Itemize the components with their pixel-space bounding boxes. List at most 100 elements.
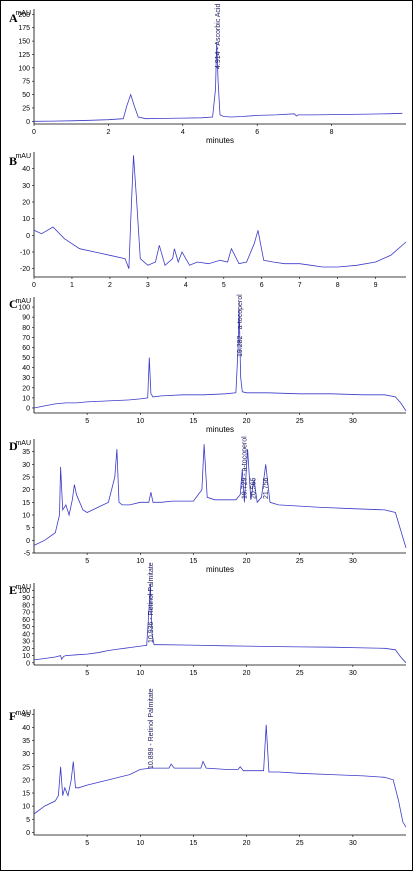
y-tick-label: 20 bbox=[22, 487, 30, 494]
x-tick-label: 25 bbox=[296, 418, 304, 425]
y-tick-label: 10 bbox=[22, 513, 30, 520]
peak-label: 19.729 - a-tocoperol bbox=[242, 436, 249, 499]
x-tick-label: 15 bbox=[190, 670, 198, 677]
y-tick-label: 80 bbox=[22, 325, 30, 332]
peak-label: 10.936 - Retinol Palmitate bbox=[148, 562, 155, 643]
panel-letter: A bbox=[9, 11, 18, 25]
x-tick-label: 15 bbox=[190, 840, 198, 847]
x-tick-label: 6 bbox=[260, 282, 264, 289]
y-tick-label: 40 bbox=[22, 365, 30, 372]
x-tick-label: 10 bbox=[136, 670, 144, 677]
y-tick-label: 90 bbox=[22, 315, 30, 322]
y-tick-label: 20 bbox=[22, 646, 30, 653]
x-tick-label: 5 bbox=[85, 670, 89, 677]
y-tick-label: 70 bbox=[22, 610, 30, 617]
y-axis-label: mAU bbox=[15, 584, 31, 591]
series-line bbox=[33, 724, 407, 828]
y-tick-label: 5 bbox=[26, 525, 30, 532]
y-tick-label: 35 bbox=[22, 449, 30, 456]
y-tick-label: 15 bbox=[22, 500, 30, 507]
series-line bbox=[33, 309, 407, 412]
peak-label: 4.914 - Ascorbic Acid bbox=[215, 4, 222, 69]
y-tick-label: 30 bbox=[22, 462, 30, 469]
x-tick-label: 10 bbox=[136, 558, 144, 565]
x-tick-label: 5 bbox=[85, 558, 89, 565]
y-tick-label: 5 bbox=[26, 817, 30, 824]
y-axis-label: mAU bbox=[15, 710, 31, 717]
y-tick-label: 50 bbox=[22, 92, 30, 99]
peak-label: 20.565 bbox=[251, 477, 258, 499]
y-tick-label: 0 bbox=[26, 830, 30, 837]
panel-letter: F bbox=[9, 709, 16, 723]
y-tick-label: 90 bbox=[22, 595, 30, 602]
y-tick-label: 100 bbox=[18, 305, 30, 312]
x-tick-label: 4 bbox=[184, 282, 188, 289]
x-tick-label: 0 bbox=[32, 282, 36, 289]
x-tick-label: 30 bbox=[349, 558, 357, 565]
x-axis-label: minutes bbox=[206, 565, 234, 574]
y-tick-label: 60 bbox=[22, 617, 30, 624]
x-tick-label: 25 bbox=[296, 840, 304, 847]
peak-label: 10.898 - Retinol Palmitate bbox=[148, 688, 155, 769]
y-tick-label: 25 bbox=[22, 105, 30, 112]
x-tick-label: 20 bbox=[243, 670, 251, 677]
y-tick-label: 0 bbox=[26, 405, 30, 412]
y-tick-label: 40 bbox=[22, 166, 30, 173]
y-tick-label: 10 bbox=[22, 653, 30, 660]
y-tick-label: 175 bbox=[18, 25, 30, 32]
y-tick-label: 10 bbox=[22, 395, 30, 402]
y-tick-label: 30 bbox=[22, 751, 30, 758]
y-tick-label: 200 bbox=[18, 12, 30, 19]
y-tick-label: -20 bbox=[20, 266, 30, 273]
y-tick-label: 40 bbox=[22, 631, 30, 638]
x-tick-label: 9 bbox=[374, 282, 378, 289]
y-tick-label: 75 bbox=[22, 79, 30, 86]
x-tick-label: 30 bbox=[349, 418, 357, 425]
series-line bbox=[33, 42, 403, 122]
panel-letter: E bbox=[9, 583, 17, 597]
x-tick-label: 1 bbox=[70, 282, 74, 289]
y-tick-label: 20 bbox=[22, 777, 30, 784]
series-line bbox=[33, 444, 407, 549]
y-tick-label: 10 bbox=[22, 216, 30, 223]
x-axis-label: minutes bbox=[206, 136, 234, 145]
y-tick-label: 40 bbox=[22, 725, 30, 732]
x-axis-label: minutes bbox=[206, 425, 234, 434]
peak-label: 21.756 bbox=[263, 477, 270, 499]
y-tick-label: 125 bbox=[18, 52, 30, 59]
x-tick-label: 2 bbox=[108, 282, 112, 289]
x-tick-label: 8 bbox=[336, 282, 340, 289]
x-tick-label: 4 bbox=[181, 129, 185, 136]
y-tick-label: 30 bbox=[22, 183, 30, 190]
y-tick-label: 45 bbox=[22, 712, 30, 719]
y-axis-label: mAU bbox=[15, 298, 31, 305]
y-tick-label: 25 bbox=[22, 475, 30, 482]
x-tick-label: 5 bbox=[85, 418, 89, 425]
y-tick-label: 100 bbox=[18, 588, 30, 595]
x-tick-label: 8 bbox=[330, 129, 334, 136]
x-tick-label: 3 bbox=[146, 282, 150, 289]
y-tick-label: 0 bbox=[26, 660, 30, 667]
x-tick-label: 20 bbox=[243, 558, 251, 565]
x-tick-label: 30 bbox=[349, 840, 357, 847]
y-tick-label: 0 bbox=[26, 233, 30, 240]
y-tick-label: 80 bbox=[22, 602, 30, 609]
y-tick-label: 60 bbox=[22, 345, 30, 352]
x-tick-label: 25 bbox=[296, 670, 304, 677]
x-tick-label: 6 bbox=[255, 129, 259, 136]
y-tick-label: 50 bbox=[22, 624, 30, 631]
y-tick-label: 100 bbox=[18, 65, 30, 72]
y-tick-label: 70 bbox=[22, 335, 30, 342]
panel-letter: D bbox=[9, 439, 18, 453]
y-axis-label: mAU bbox=[15, 440, 31, 447]
y-axis-label: mAU bbox=[15, 10, 31, 17]
x-tick-label: 15 bbox=[190, 418, 198, 425]
x-tick-label: 2 bbox=[106, 129, 110, 136]
x-tick-label: 7 bbox=[298, 282, 302, 289]
